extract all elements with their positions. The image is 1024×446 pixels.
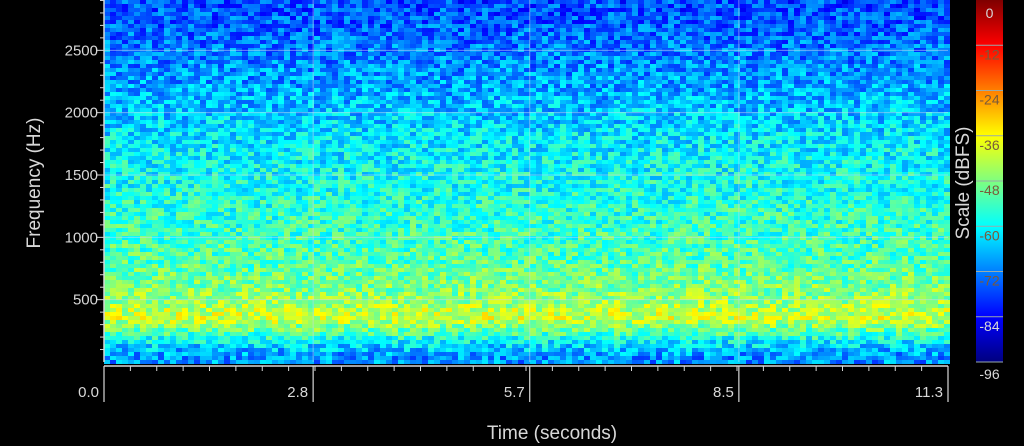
x-tick-label: 0.0: [78, 384, 99, 401]
colorbar-tick-label: -72: [979, 273, 999, 289]
colorbar-tick-label: -36: [979, 137, 999, 153]
colorbar: 0 -12 -24 -36 -48 -60 -72 -84 -96: [976, 0, 1003, 382]
colorbar-tick-label: -60: [979, 227, 999, 243]
gridlines: [104, 0, 948, 362]
colorbar-tick-label: -12: [979, 46, 999, 62]
colorbar-tick-label: -48: [979, 182, 999, 198]
x-axis-label: Time (seconds): [487, 423, 617, 444]
spectrogram-cells: [104, 0, 950, 364]
colorbar-tick-label: 0: [986, 5, 994, 21]
colorbar-tick-label: -24: [979, 92, 999, 108]
x-tick-label: 2.8: [287, 384, 308, 401]
spectrogram-plot-area: [104, 0, 950, 364]
x-tick-label: 8.5: [713, 384, 734, 401]
colorbar-label: Scale (dBFS): [953, 127, 974, 240]
y-tick-label: 1000: [65, 229, 98, 246]
y-tick-label: 2500: [65, 42, 98, 59]
y-tick-label: 2000: [65, 105, 98, 122]
colorbar-tick-label: -96: [979, 366, 999, 382]
y-tick-label: 1500: [65, 167, 98, 184]
x-tick-label: 11.3: [915, 384, 943, 401]
y-axis-label: Frequency (Hz): [24, 118, 45, 249]
x-tick-label: 5.7: [504, 384, 525, 401]
y-tick-label: 500: [73, 292, 98, 309]
axes: 500100015002000250030000.02.85.78.511.3: [65, 0, 949, 402]
colorbar-tick-label: -84: [979, 318, 999, 334]
